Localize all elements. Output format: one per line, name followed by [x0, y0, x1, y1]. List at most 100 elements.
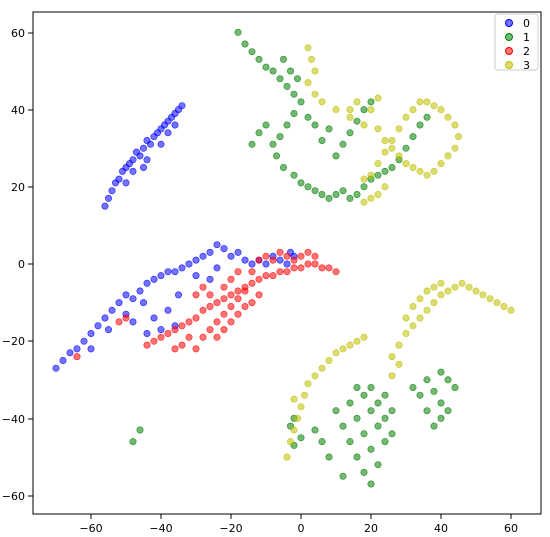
- scatter-point-series-1: [304, 113, 312, 121]
- scatter-point-series-3: [437, 291, 445, 299]
- scatter-point-series-1: [353, 414, 361, 422]
- scatter-point-series-1: [367, 445, 375, 453]
- scatter-point-series-2: [234, 295, 242, 303]
- scatter-point-series-2: [192, 345, 200, 353]
- scatter-point-series-2: [248, 299, 256, 307]
- scatter-point-series-2: [318, 264, 326, 272]
- x-tick-label: 20: [364, 522, 378, 535]
- scatter-point-series-0: [129, 318, 137, 326]
- scatter-point-series-2: [297, 264, 305, 272]
- scatter-point-series-2: [255, 275, 263, 283]
- scatter-point-series-3: [451, 283, 459, 291]
- scatter-point-series-2: [283, 268, 291, 276]
- scatter-point-series-3: [423, 306, 431, 314]
- scatter-point-series-2: [192, 314, 200, 322]
- scatter-point-series-1: [318, 438, 326, 446]
- scatter-point-series-3: [479, 291, 487, 299]
- scatter-point-series-3: [500, 302, 508, 310]
- scatter-point-series-3: [304, 79, 312, 87]
- scatter-point-series-0: [199, 252, 207, 260]
- scatter-point-series-0: [94, 322, 102, 330]
- scatter-point-series-0: [66, 349, 74, 357]
- scatter-point-series-1: [374, 422, 382, 430]
- scatter-point-series-1: [241, 40, 249, 48]
- scatter-point-series-3: [395, 152, 403, 160]
- scatter-point-series-0: [164, 268, 172, 276]
- scatter-point-series-1: [283, 82, 291, 90]
- scatter-point-series-1: [279, 55, 287, 63]
- scatter-point-series-2: [213, 318, 221, 326]
- scatter-point-series-1: [325, 125, 333, 133]
- scatter-point-series-1: [430, 387, 438, 395]
- scatter-point-series-3: [325, 356, 333, 364]
- scatter-point-series-0: [52, 364, 60, 372]
- scatter-point-series-0: [122, 179, 130, 187]
- scatter-point-series-3: [374, 94, 382, 102]
- scatter-point-series-3: [290, 395, 298, 403]
- scatter-point-series-2: [290, 256, 298, 264]
- scatter-point-series-1: [297, 179, 305, 187]
- scatter-point-series-2: [269, 256, 277, 264]
- scatter-point-series-2: [304, 248, 312, 256]
- scatter-point-series-3: [307, 55, 315, 63]
- scatter-point-series-0: [213, 241, 221, 249]
- scatter-point-series-3: [346, 113, 354, 121]
- scatter-point-series-0: [73, 345, 81, 353]
- scatter-point-series-1: [346, 129, 354, 137]
- scatter-point-series-2: [199, 306, 207, 314]
- scatter-point-series-3: [360, 198, 368, 206]
- scatter-point-series-0: [220, 245, 228, 253]
- scatter-point-series-2: [234, 268, 242, 276]
- scatter-point-series-1: [444, 376, 452, 384]
- scatter-point-series-3: [430, 283, 438, 291]
- scatter-point-series-0: [150, 275, 158, 283]
- scatter-point-series-2: [262, 252, 270, 260]
- scatter-point-series-3: [367, 194, 375, 202]
- scatter-point-series-0: [147, 140, 155, 148]
- scatter-point-series-0: [171, 121, 179, 129]
- scatter-point-series-3: [311, 90, 319, 98]
- scatter-point-series-1: [262, 63, 270, 71]
- scatter-point-series-2: [73, 353, 81, 361]
- scatter-point-series-0: [178, 264, 186, 272]
- scatter-point-series-1: [283, 121, 291, 129]
- scatter-point-series-2: [185, 318, 193, 326]
- scatter-point-series-3: [430, 299, 438, 307]
- scatter-point-series-1: [332, 152, 340, 160]
- scatter-point-series-1: [129, 438, 137, 446]
- scatter-point-series-1: [318, 137, 326, 145]
- y-axis: −60 −40 −20 0 20 40 60: [2, 27, 33, 503]
- scatter-point-series-1: [276, 75, 284, 83]
- scatter-point-series-2: [178, 341, 186, 349]
- scatter-point-series-1: [360, 183, 368, 191]
- scatter-point-series-0: [192, 272, 200, 280]
- scatter-point-series-0: [108, 306, 116, 314]
- scatter-point-series-2: [311, 260, 319, 268]
- scatter-point-series-1: [276, 133, 284, 141]
- scatter-point-series-3: [381, 148, 389, 156]
- scatter-point-series-1: [388, 407, 396, 415]
- scatter-point-series-3: [423, 171, 431, 179]
- scatter-point-series-3: [416, 98, 424, 106]
- scatter-point-series-2: [178, 322, 186, 330]
- scatter-point-series-0: [87, 329, 95, 337]
- scatter-point-series-3: [346, 106, 354, 114]
- scatter-point-series-1: [248, 48, 256, 56]
- scatter-point-series-2: [227, 291, 235, 299]
- scatter-point-series-3: [290, 426, 298, 434]
- scatter-point-series-1: [339, 187, 347, 195]
- scatter-point-series-2: [220, 295, 228, 303]
- y-tick-label: −20: [2, 335, 25, 348]
- scatter-point-series-1: [360, 468, 368, 476]
- scatter-point-series-3: [409, 106, 417, 114]
- scatter-point-series-3: [395, 341, 403, 349]
- scatter-point-series-0: [234, 248, 242, 256]
- scatter-point-series-3: [388, 144, 396, 152]
- scatter-point-series-1: [353, 383, 361, 391]
- scatter-point-series-1: [367, 407, 375, 415]
- scatter-point-series-0: [129, 156, 137, 164]
- scatter-point-series-2: [297, 252, 305, 260]
- scatter-point-series-3: [374, 125, 382, 133]
- scatter-point-series-0: [115, 175, 123, 183]
- scatter-point-series-0: [175, 291, 183, 299]
